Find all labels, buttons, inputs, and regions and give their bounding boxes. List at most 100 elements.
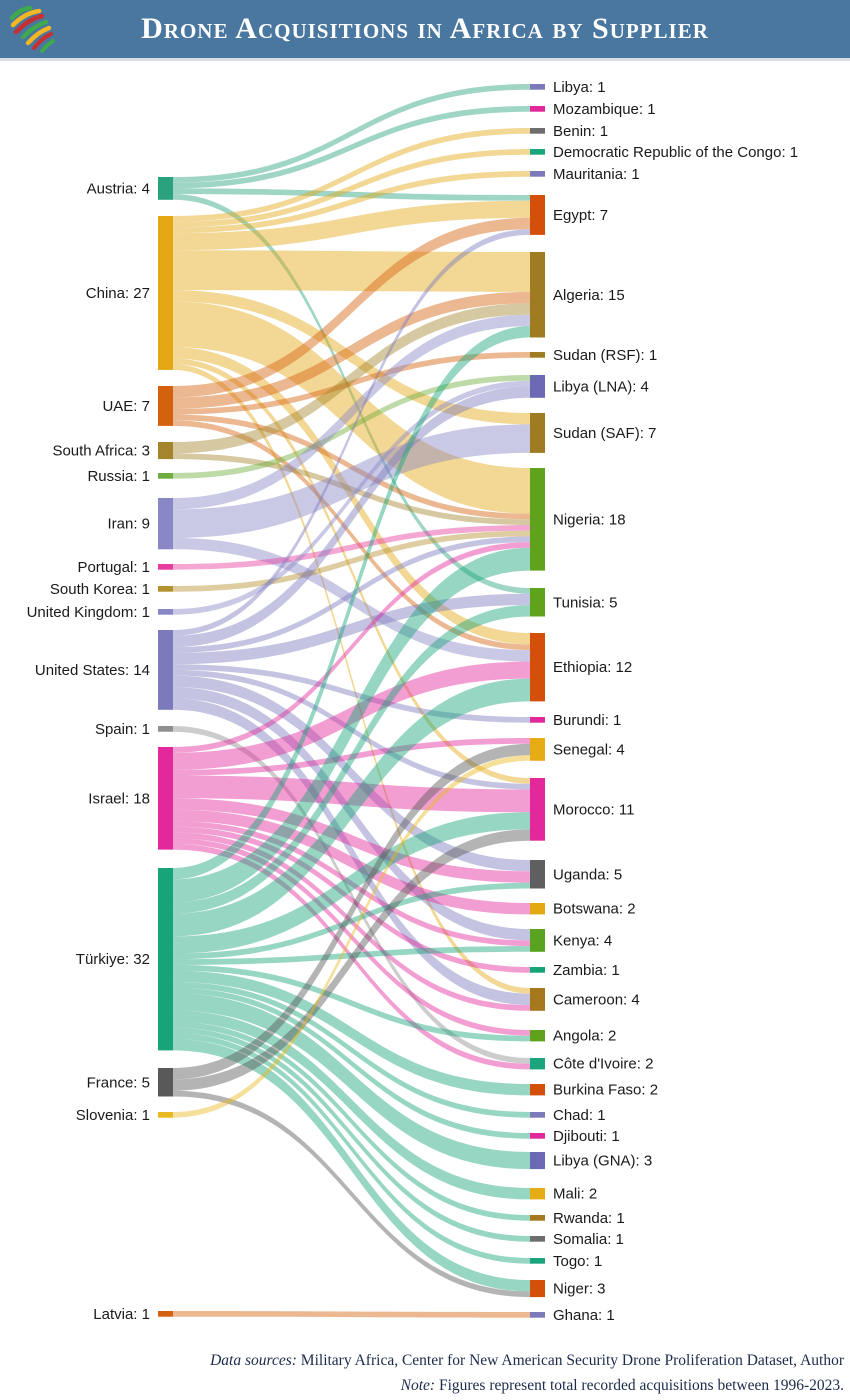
label-slovenia: Slovenia: 1: [76, 1107, 150, 1124]
node-angola: [530, 1030, 545, 1042]
link-iran-algeria: [173, 314, 530, 510]
label-austria: Austria: 4: [87, 180, 150, 197]
node-libya: [530, 84, 545, 90]
label-angola: Angola: 2: [553, 1028, 616, 1045]
label-burkina_faso: Burkina Faso: 2: [553, 1082, 658, 1099]
label-drc: Democratic Republic of the Congo: 1: [553, 144, 798, 161]
label-spain: Spain: 1: [95, 721, 150, 738]
link-turkiye-ethiopia: [173, 678, 530, 937]
node-morocco: [530, 778, 545, 841]
data-sources-line: Data sources: Military Africa, Center fo…: [4, 1348, 844, 1373]
link-israel-angola: [173, 838, 530, 1036]
link-us-nigeria: [173, 536, 530, 653]
label-botswana: Botswana: 2: [553, 901, 636, 918]
link-us-tunisia: [173, 593, 530, 665]
link-us-egypt: [173, 229, 530, 636]
node-cote_divoire: [530, 1058, 545, 1070]
label-togo: Togo: 1: [553, 1253, 602, 1270]
label-benin: Benin: 1: [553, 123, 608, 140]
label-rwanda: Rwanda: 1: [553, 1210, 625, 1227]
link-austria-mozambique: [173, 106, 530, 189]
label-nigeria: Nigeria: 18: [553, 511, 626, 528]
label-portugal: Portugal: 1: [77, 559, 150, 576]
link-turkiye-niger: [173, 1039, 530, 1292]
link-france-niger: [173, 1090, 530, 1298]
node-burkina_faso: [530, 1084, 545, 1096]
link-turkiye-nigeria: [173, 547, 530, 903]
header-bar: Drone Acquisitions in Africa by Supplier: [0, 0, 850, 61]
label-uk: United Kingdom: 1: [27, 604, 150, 621]
link-turkiye-morocco: [173, 812, 530, 954]
link-portugal-nigeria: [173, 525, 530, 570]
label-france: France: 5: [87, 1074, 150, 1091]
node-latvia: [158, 1311, 173, 1317]
label-southkorea: South Korea: 1: [50, 581, 150, 598]
link-us-libya_lna: [173, 386, 530, 648]
link-us-burundi: [173, 664, 530, 723]
node-algeria: [530, 252, 545, 338]
label-china: China: 27: [86, 285, 150, 302]
node-mauritania: [530, 171, 545, 177]
link-israel-cote_divoire: [173, 843, 530, 1070]
label-libya: Libya: 1: [553, 79, 606, 96]
node-rwanda: [530, 1215, 545, 1221]
label-mozambique: Mozambique: 1: [553, 101, 656, 118]
link-china-morocco: [173, 358, 530, 784]
label-latvia: Latvia: 1: [93, 1306, 150, 1323]
link-uae-egypt: [173, 217, 530, 398]
link-israel-zambia: [173, 826, 530, 973]
link-latvia-ghana: [173, 1311, 530, 1318]
link-israel-nigeria: [173, 542, 530, 753]
label-libya_gna: Libya (GNA): 3: [553, 1153, 652, 1170]
label-ethiopia: Ethiopia: 12: [553, 659, 632, 676]
link-israel-kenya: [173, 821, 530, 947]
node-uganda: [530, 860, 545, 889]
node-sudan_saf: [530, 413, 545, 453]
label-senegal: Senegal: 4: [553, 741, 625, 758]
link-israel-cameroon: [173, 832, 530, 1011]
label-kenya: Kenya: 4: [553, 932, 612, 949]
label-israel: Israel: 18: [88, 790, 150, 807]
label-chad: Chad: 1: [553, 1107, 606, 1124]
node-cameroon: [530, 988, 545, 1011]
node-togo: [530, 1258, 545, 1264]
note-text: Figures represent total recorded acquisi…: [435, 1377, 844, 1394]
node-israel: [158, 747, 173, 850]
node-kenya: [530, 929, 545, 952]
node-russia: [158, 473, 173, 479]
link-iran-sudan_saf: [173, 424, 530, 538]
node-spain: [158, 726, 173, 732]
node-ethiopia: [530, 633, 545, 702]
page-title: Drone Acquisitions in Africa by Supplier: [141, 12, 709, 45]
label-iran: Iran: 9: [107, 516, 150, 533]
node-us: [158, 630, 173, 710]
link-austria-libya: [173, 84, 530, 183]
label-us: United States: 14: [35, 662, 150, 679]
node-portugal: [158, 564, 173, 570]
node-somalia: [530, 1236, 545, 1242]
footer-notes: Data sources: Military Africa, Center fo…: [4, 1348, 844, 1398]
label-tunisia: Tunisia: 5: [553, 594, 617, 611]
link-uae-nigeria: [173, 414, 530, 520]
link-turkiye-burkina_faso: [173, 970, 530, 1096]
node-sudan_rsf: [530, 352, 545, 358]
label-southafrica: South Africa: 3: [52, 443, 150, 460]
link-austria-egypt: [173, 188, 530, 201]
node-djibouti: [530, 1133, 545, 1139]
link-france-morocco: [173, 829, 530, 1091]
node-southkorea: [158, 586, 173, 592]
link-china-benin: [173, 128, 530, 222]
node-uae: [158, 386, 173, 426]
link-uk-libya_lna: [173, 380, 530, 615]
link-israel-ethiopia: [173, 661, 530, 770]
link-turkiye-togo: [173, 1033, 530, 1264]
node-austria: [158, 177, 173, 200]
label-zambia: Zambia: 1: [553, 962, 620, 979]
label-cameroon: Cameroon: 4: [553, 991, 640, 1008]
label-uae: UAE: 7: [102, 398, 150, 415]
label-mali: Mali: 2: [553, 1186, 597, 1203]
link-southafrica-nigeria: [173, 453, 530, 525]
link-iran-ethiopia: [173, 537, 530, 662]
